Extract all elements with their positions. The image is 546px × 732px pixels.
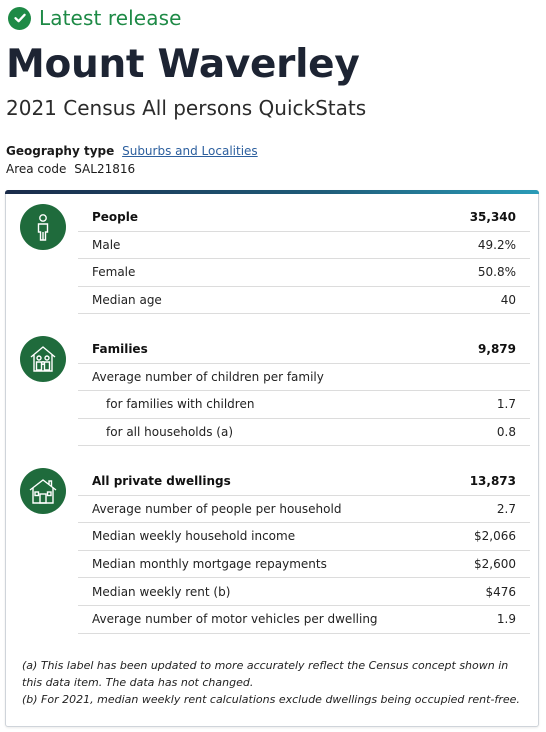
quickstats-card: People 35,340 Male 49.2% Female 50.8% Me…	[5, 190, 539, 727]
row-value: 49.2%	[477, 237, 516, 252]
row-label: Female	[92, 265, 136, 280]
area-code-label: Area code	[6, 162, 67, 176]
row-label: Median monthly mortgage repayments	[92, 557, 327, 572]
card-accent-bar	[5, 190, 539, 194]
female-row: Female 50.8%	[78, 259, 530, 287]
row-value: 40	[500, 293, 516, 308]
row-value: $2,066	[474, 529, 516, 544]
row-value: 9,879	[478, 342, 516, 357]
all-households-row: for all households (a) 0.8	[78, 419, 530, 447]
mortgage-repayments-row: Median monthly mortgage repayments $2,60…	[78, 551, 530, 579]
geography-type-link[interactable]: Suburbs and Localities	[122, 144, 258, 158]
footnote-b: (b) For 2021, median weekly rent calcula…	[22, 693, 520, 706]
row-label: All private dwellings	[92, 474, 231, 489]
row-label: for families with children	[106, 397, 255, 412]
families-with-children-row: for families with children 1.7	[78, 391, 530, 419]
row-value: 2.7	[496, 501, 516, 516]
house-icon	[20, 468, 66, 514]
latest-release-badge: Latest release	[8, 6, 182, 30]
median-age-row: Median age 40	[78, 287, 530, 315]
latest-release-label: Latest release	[39, 6, 182, 30]
row-label: Families	[92, 342, 148, 357]
row-value: $2,600	[474, 557, 516, 572]
avg-children-row: Average number of children per family	[78, 364, 530, 392]
geography-type-line: Geography type Suburbs and Localities	[6, 142, 258, 160]
footnote-a: (a) This label has been updated to more …	[22, 659, 509, 689]
row-label: Average number of children per family	[92, 369, 324, 384]
row-label: Median weekly household income	[92, 529, 296, 544]
row-value: 35,340	[469, 210, 516, 225]
row-label: People	[92, 210, 139, 225]
row-value: 0.8	[496, 425, 516, 440]
row-value: $476	[485, 584, 516, 599]
family-house-icon	[20, 336, 66, 382]
row-value: 50.8%	[477, 265, 516, 280]
people-total-row: People 35,340	[78, 204, 530, 232]
area-code-line: Area code SAL21816	[6, 160, 258, 178]
row-value: 13,873	[469, 474, 516, 489]
row-label: for all households (a)	[106, 425, 234, 440]
people-per-household-row: Average number of people per household 2…	[78, 496, 530, 524]
families-rows: Families 9,879 Average number of childre…	[78, 336, 530, 447]
row-label: Average number of people per household	[92, 501, 342, 516]
dwellings-total-row: All private dwellings 13,873	[78, 468, 530, 496]
person-icon	[20, 204, 66, 250]
check-circle-icon	[8, 6, 31, 30]
dwellings-rows: All private dwellings 13,873 Average num…	[78, 468, 530, 634]
area-code-value: SAL21816	[74, 162, 136, 176]
row-label: Median age	[92, 293, 162, 308]
weekly-rent-row: Median weekly rent (b) $476	[78, 578, 530, 606]
row-label: Male	[92, 237, 121, 252]
row-value: 1.9	[496, 612, 516, 627]
row-label: Median weekly rent (b)	[92, 584, 231, 599]
geography-type-label: Geography type	[6, 144, 115, 158]
row-label: Average number of motor vehicles per dwe…	[92, 612, 378, 627]
page-title: Mount Waverley	[6, 42, 360, 87]
geography-info: Geography type Suburbs and Localities Ar…	[6, 142, 258, 178]
people-rows: People 35,340 Male 49.2% Female 50.8% Me…	[78, 204, 530, 315]
male-row: Male 49.2%	[78, 232, 530, 260]
motor-vehicles-row: Average number of motor vehicles per dwe…	[78, 606, 530, 634]
row-value: 1.7	[496, 397, 516, 412]
families-total-row: Families 9,879	[78, 336, 530, 364]
footnotes: (a) This label has been updated to more …	[22, 657, 530, 708]
household-income-row: Median weekly household income $2,066	[78, 523, 530, 551]
page-subtitle: 2021 Census All persons QuickStats	[6, 96, 367, 120]
